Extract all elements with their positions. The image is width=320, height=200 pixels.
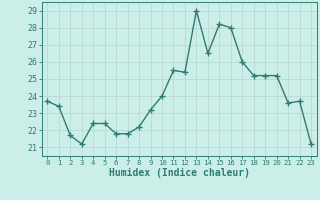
X-axis label: Humidex (Indice chaleur): Humidex (Indice chaleur) <box>109 168 250 178</box>
